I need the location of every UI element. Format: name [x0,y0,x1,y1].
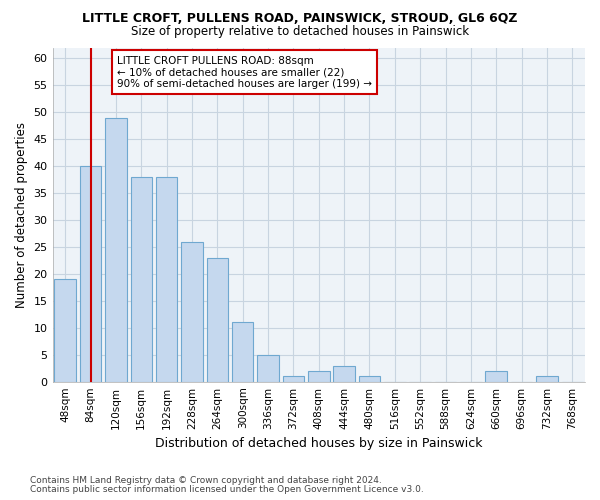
Bar [181,242,203,382]
Bar [232,322,253,382]
Bar [283,376,304,382]
Bar [308,371,329,382]
Bar [359,376,380,382]
Bar [80,166,101,382]
Bar [131,177,152,382]
Bar [536,376,558,382]
Bar [334,366,355,382]
Bar [156,177,178,382]
Text: LITTLE CROFT, PULLENS ROAD, PAINSWICK, STROUD, GL6 6QZ: LITTLE CROFT, PULLENS ROAD, PAINSWICK, S… [82,12,518,26]
X-axis label: Distribution of detached houses by size in Painswick: Distribution of detached houses by size … [155,437,482,450]
Bar [206,258,228,382]
Text: Size of property relative to detached houses in Painswick: Size of property relative to detached ho… [131,25,469,38]
Y-axis label: Number of detached properties: Number of detached properties [15,122,28,308]
Text: Contains public sector information licensed under the Open Government Licence v3: Contains public sector information licen… [30,485,424,494]
Bar [105,118,127,382]
Text: Contains HM Land Registry data © Crown copyright and database right 2024.: Contains HM Land Registry data © Crown c… [30,476,382,485]
Bar [257,354,279,382]
Bar [55,280,76,382]
Text: LITTLE CROFT PULLENS ROAD: 88sqm
← 10% of detached houses are smaller (22)
90% o: LITTLE CROFT PULLENS ROAD: 88sqm ← 10% o… [117,56,372,89]
Bar [485,371,507,382]
